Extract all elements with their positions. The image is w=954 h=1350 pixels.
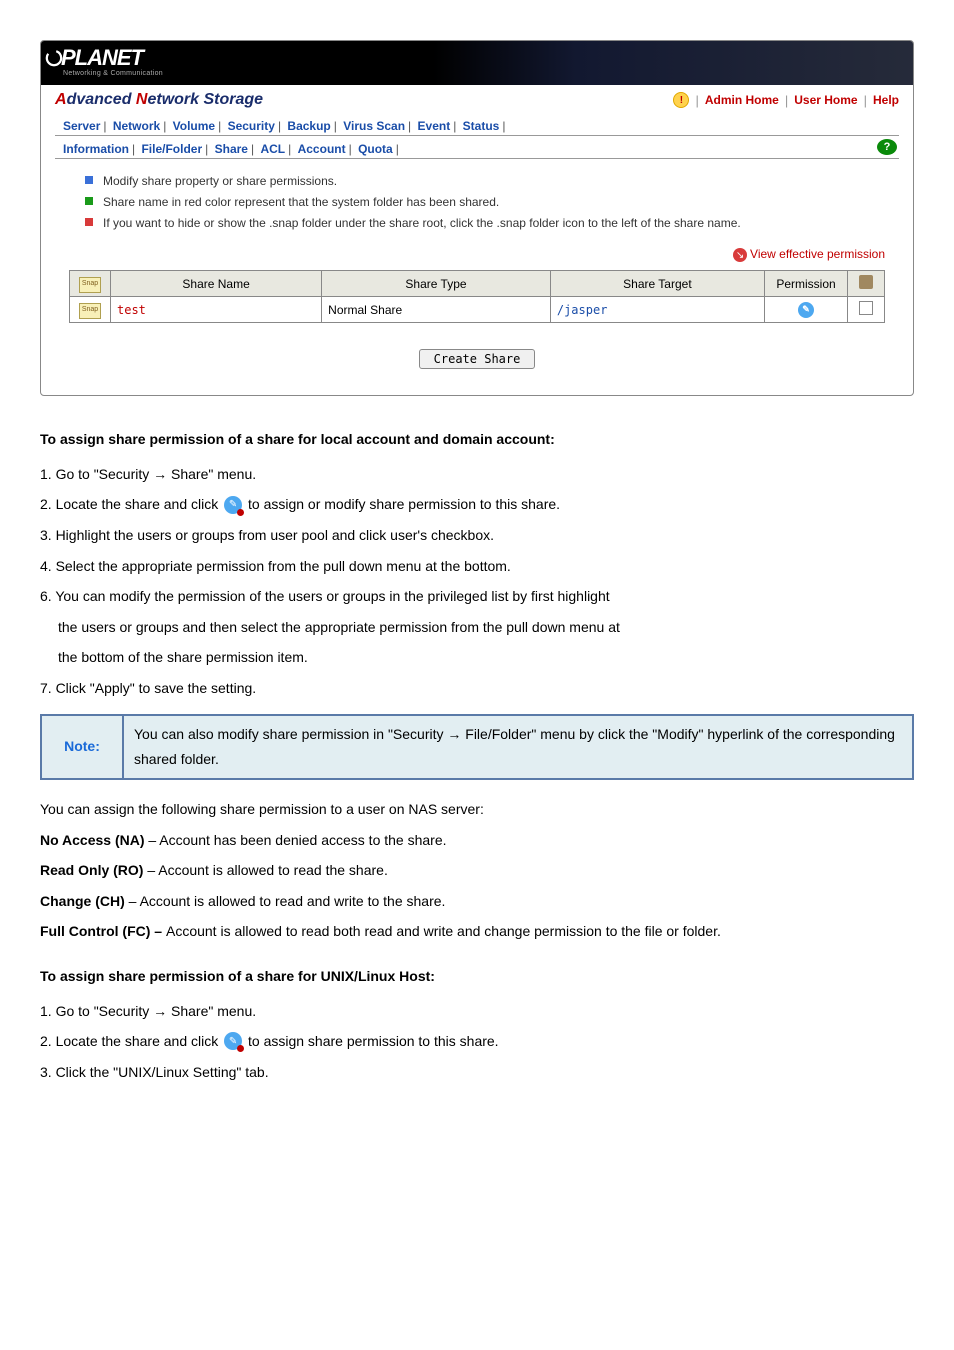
step-text: 1. Go to "Security → Share" menu. (40, 461, 914, 488)
perm-item: Read Only (RO) – Account is allowed to r… (40, 857, 914, 884)
perm-item: No Access (NA) – Account has been denied… (40, 827, 914, 854)
perm-name: No Access (NA) (40, 832, 145, 848)
subtab-quota[interactable]: Quota (356, 142, 395, 156)
title-part: etwork Storage (147, 91, 263, 108)
tab-backup[interactable]: Backup (285, 119, 332, 133)
tab-network[interactable]: Network (111, 119, 162, 133)
step-text: 2. Locate the share and click ✎ to assig… (40, 491, 914, 518)
logo-subtitle: Networking & Communication (63, 70, 163, 77)
instruction-text: Share name in red color represent that t… (103, 194, 499, 211)
tab-server[interactable]: Server (61, 119, 102, 133)
share-target-cell: /jasper (550, 297, 764, 323)
permission-icon[interactable]: ✎ (798, 302, 814, 318)
header-bar: PLANET Networking & Communication (41, 41, 913, 85)
tab-volume[interactable]: Volume (171, 119, 217, 133)
secondary-tabs: Information| File/Folder| Share| ACL| Ac… (55, 138, 899, 159)
col-share-name: Share Name (111, 271, 322, 297)
step-fragment: 2. Locate the share and click (40, 1033, 222, 1049)
col-share-target: Share Target (550, 271, 764, 297)
col-share-type: Share Type (322, 271, 551, 297)
tab-security[interactable]: Security (226, 119, 277, 133)
create-share-button[interactable]: Create Share (419, 349, 536, 369)
subtab-account[interactable]: Account (296, 142, 348, 156)
step-fragment: to assign or modify share permission to … (248, 496, 560, 512)
step-text: the users or groups and then select the … (40, 614, 914, 641)
perm-desc: – Account is allowed to read and write t… (125, 893, 446, 909)
document-body: To assign share permission of a share fo… (40, 426, 914, 1085)
step-fragment: 2. Locate the share and click (40, 496, 222, 512)
bullet-icon (85, 218, 93, 226)
step-text: 7. Click "Apply" to save the setting. (40, 675, 914, 702)
subtab-file-folder[interactable]: File/Folder (139, 142, 204, 156)
permission-icon: ✎ (224, 496, 242, 514)
instruction-list: Modify share property or share permissio… (55, 159, 899, 239)
step-text: 6. You can modify the permission of the … (40, 583, 914, 610)
permission-list: No Access (NA) – Account has been denied… (40, 827, 914, 945)
perm-desc: – Account is allowed to read the share. (143, 862, 387, 878)
trash-header-icon (859, 275, 873, 289)
title-part: N (136, 91, 148, 108)
share-type-cell: Normal Share (322, 297, 551, 323)
perm-name: Change (CH) (40, 893, 125, 909)
nas-admin-screenshot: PLANET Networking & Communication Advanc… (40, 40, 914, 396)
tab-status[interactable]: Status (461, 119, 502, 133)
view-effective-label: View effective permission (750, 247, 885, 261)
step-text: 3. Highlight the users or groups from us… (40, 522, 914, 549)
title-part: A (55, 91, 67, 108)
title-part: dvanced (67, 91, 136, 108)
note-box: Note: You can also modify share permissi… (40, 714, 914, 780)
note-label: Note: (41, 715, 123, 779)
table-row: Snap test Normal Share /jasper ✎ (70, 297, 885, 323)
arrow-icon: ↘ (733, 248, 747, 262)
step-fragment: to assign share permission to this share… (248, 1033, 499, 1049)
step-text: 3. Click the "UNIX/Linux Setting" tab. (40, 1059, 914, 1086)
step-text: 4. Select the appropriate permission fro… (40, 553, 914, 580)
perm-intro: You can assign the following share permi… (40, 796, 914, 823)
alert-icon[interactable]: ! (673, 92, 689, 108)
perm-name: Full Control (FC) – (40, 923, 166, 939)
share-name-cell[interactable]: test (117, 303, 146, 317)
top-nav-links: ! | Admin Home | User Home | Help (673, 92, 899, 108)
subtab-share[interactable]: Share (213, 142, 250, 156)
perm-desc: Account is allowed to read both read and… (166, 923, 721, 939)
logo-text: PLANET (61, 45, 143, 71)
bullet-icon (85, 197, 93, 205)
perm-item: Full Control (FC) – Account is allowed t… (40, 918, 914, 945)
instruction-text: If you want to hide or show the .snap fo… (103, 215, 741, 232)
delete-checkbox[interactable] (859, 301, 873, 315)
perm-desc: – Account has been denied access to the … (145, 832, 447, 848)
user-home-link[interactable]: User Home (794, 93, 857, 107)
col-permission: Permission (765, 271, 848, 297)
step-text: 1. Go to "Security → Share" menu. (40, 998, 914, 1025)
step-text: the bottom of the share permission item. (40, 644, 914, 671)
perm-name: Read Only (RO) (40, 862, 143, 878)
view-effective-permission-link[interactable]: ↘View effective permission (55, 239, 899, 270)
share-table: Snap Share Name Share Type Share Target … (69, 270, 885, 323)
subtab-acl[interactable]: ACL (258, 142, 287, 156)
bullet-icon (85, 176, 93, 184)
button-row: Create Share (55, 323, 899, 377)
snap-header-icon: Snap (79, 277, 101, 293)
step-text: 2. Locate the share and click ✎ to assig… (40, 1028, 914, 1055)
admin-home-link[interactable]: Admin Home (705, 93, 779, 107)
primary-tabs: Server| Network| Volume| Security| Backu… (55, 115, 899, 136)
snap-toggle-icon[interactable]: Snap (79, 303, 101, 319)
help-link[interactable]: Help (873, 93, 899, 107)
perm-item: Change (CH) – Account is allowed to read… (40, 888, 914, 915)
header-decoration (433, 41, 913, 85)
content-area: Server| Network| Volume| Security| Backu… (41, 115, 913, 395)
page-title: Advanced Network Storage (55, 91, 263, 109)
note-body: You can also modify share permission in … (123, 715, 913, 779)
instruction-text: Modify share property or share permissio… (103, 173, 337, 190)
help-icon[interactable]: ? (877, 139, 897, 155)
heading-unix-linux: To assign share permission of a share fo… (40, 963, 914, 990)
tab-event[interactable]: Event (416, 119, 453, 133)
subtab-information[interactable]: Information (61, 142, 131, 156)
tab-virus-scan[interactable]: Virus Scan (341, 119, 407, 133)
title-bar: Advanced Network Storage ! | Admin Home … (41, 85, 913, 115)
table-header-row: Snap Share Name Share Type Share Target … (70, 271, 885, 297)
heading-local-domain: To assign share permission of a share fo… (40, 426, 914, 453)
permission-icon: ✎ (224, 1032, 242, 1050)
